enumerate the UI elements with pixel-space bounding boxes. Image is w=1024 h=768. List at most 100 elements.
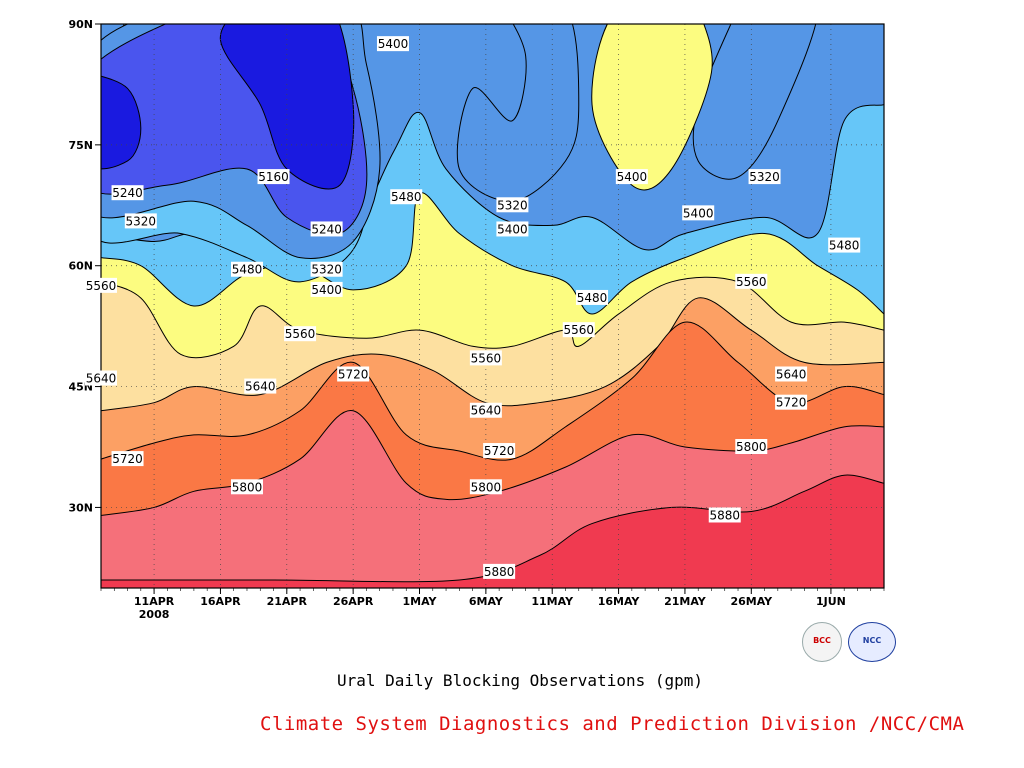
contour-band-5880: [101, 475, 884, 588]
x-tick-label: 21MAY: [664, 595, 707, 608]
x-tick-label: 1JUN: [816, 595, 846, 608]
svg-text:5880: 5880: [484, 565, 515, 579]
svg-text:5480: 5480: [829, 239, 860, 253]
x-tick-label: 21APR: [267, 595, 308, 608]
contour-label: 5320: [496, 197, 529, 213]
contour-label: 5160: [257, 169, 290, 185]
contour-label: 5640: [244, 378, 277, 394]
y-tick-label: 30N: [68, 501, 93, 514]
contour-label: 5240: [111, 185, 144, 201]
svg-text:5480: 5480: [577, 291, 608, 305]
contour-label: 5560: [284, 326, 317, 342]
svg-text:5720: 5720: [338, 367, 369, 381]
contour-label: 5720: [775, 394, 808, 410]
svg-text:5320: 5320: [749, 170, 780, 184]
contour-label: 5400: [682, 205, 715, 221]
contour-line-5880: [101, 474, 884, 583]
contour-label: 5480: [390, 189, 423, 205]
contour-label: 5400: [615, 169, 648, 185]
contour-cells: [101, 24, 817, 283]
contour-cell-5320: [456, 24, 580, 202]
x-tick-label: 11APR: [134, 595, 175, 608]
y-tick-label: 90N: [68, 18, 93, 31]
contour-cell-5160: [219, 24, 355, 190]
svg-text:5480: 5480: [391, 190, 422, 204]
contour-label: 5640: [85, 370, 117, 386]
svg-text:5560: 5560: [736, 275, 767, 289]
contour-label: 5560: [735, 273, 768, 289]
svg-text:5480: 5480: [232, 263, 263, 277]
svg-text:5560: 5560: [563, 323, 594, 337]
svg-text:5320: 5320: [497, 198, 528, 212]
svg-text:5400: 5400: [497, 222, 528, 236]
svg-text:5720: 5720: [776, 396, 807, 410]
x-tick-label: 11MAY: [531, 595, 574, 608]
contour-label: 5480: [230, 261, 263, 277]
svg-text:5560: 5560: [285, 327, 316, 341]
contour-cell-5160: [101, 75, 142, 170]
svg-text:5640: 5640: [776, 367, 807, 381]
contour-label: 5880: [483, 563, 516, 579]
svg-text:5400: 5400: [378, 37, 409, 51]
contour-label: 5560: [85, 277, 117, 293]
contour-label: 5320: [748, 169, 781, 185]
contour-label: 5800: [469, 479, 502, 495]
x-tick-label: 1MAY: [402, 595, 437, 608]
contour-line-5480: [101, 192, 884, 315]
svg-text:5800: 5800: [232, 480, 263, 494]
x-tick-label: 26MAY: [730, 595, 773, 608]
contour-label: 5800: [735, 439, 768, 454]
svg-text:5720: 5720: [484, 444, 515, 458]
contour-label: 5560: [469, 350, 502, 366]
contour-label: 5400: [376, 36, 409, 52]
x-year-label: 2008: [139, 608, 170, 621]
svg-text:5560: 5560: [471, 351, 502, 365]
x-tick-label: 26APR: [333, 595, 374, 608]
contour-label: 5480: [576, 289, 609, 305]
bcc-logo-icon: BCC: [802, 622, 842, 662]
svg-text:5640: 5640: [245, 380, 276, 394]
svg-text:5720: 5720: [112, 452, 143, 466]
ncc-logo-icon: NCC: [848, 622, 896, 662]
svg-text:5320: 5320: [311, 263, 342, 277]
contour-label: 5240: [310, 221, 343, 237]
plot-area: [101, 24, 884, 588]
contour-line-5720: [101, 321, 884, 461]
contour-label: 5400: [310, 281, 343, 297]
contour-label: 5640: [469, 402, 502, 418]
svg-text:5400: 5400: [617, 170, 648, 184]
x-tick-label: 16APR: [200, 595, 241, 608]
contour-label: 5720: [111, 451, 144, 467]
contour-label: 5880: [708, 507, 741, 523]
svg-text:5560: 5560: [86, 279, 117, 293]
svg-text:5880: 5880: [709, 508, 740, 522]
svg-text:5640: 5640: [86, 372, 117, 386]
credit-text: Climate System Diagnostics and Predictio…: [260, 713, 965, 735]
contour-label: 5320: [310, 261, 343, 277]
x-tick-label: 6MAY: [469, 595, 504, 608]
svg-text:5800: 5800: [736, 440, 767, 454]
svg-text:5400: 5400: [683, 206, 714, 220]
contour-label: 5400: [496, 221, 529, 237]
contour-labels: 5400 5160 5240 5320 5240 5480 5480 5320 5400 5320…: [85, 36, 861, 579]
svg-text:5800: 5800: [471, 480, 502, 494]
chart-caption: Ural Daily Blocking Observations (gpm): [336, 671, 704, 690]
svg-text:5240: 5240: [112, 186, 143, 200]
contour-label: 5480: [828, 237, 861, 253]
contour-label: 5320: [124, 213, 157, 229]
y-tick-label: 75N: [68, 139, 93, 152]
contour-label: 5720: [337, 366, 370, 382]
svg-text:5640: 5640: [471, 404, 502, 418]
svg-text:5240: 5240: [311, 222, 342, 236]
plot-frame: [100, 23, 885, 589]
contour-label: 5800: [230, 479, 263, 495]
svg-text:5400: 5400: [311, 283, 342, 297]
svg-text:5160: 5160: [258, 170, 289, 184]
contour-label: 5560: [562, 322, 595, 338]
bcc-logo-text: BCC: [813, 636, 831, 645]
contour-label: 5640: [775, 366, 808, 382]
svg-text:5320: 5320: [126, 214, 157, 228]
ncc-logo-text: NCC: [862, 636, 882, 645]
